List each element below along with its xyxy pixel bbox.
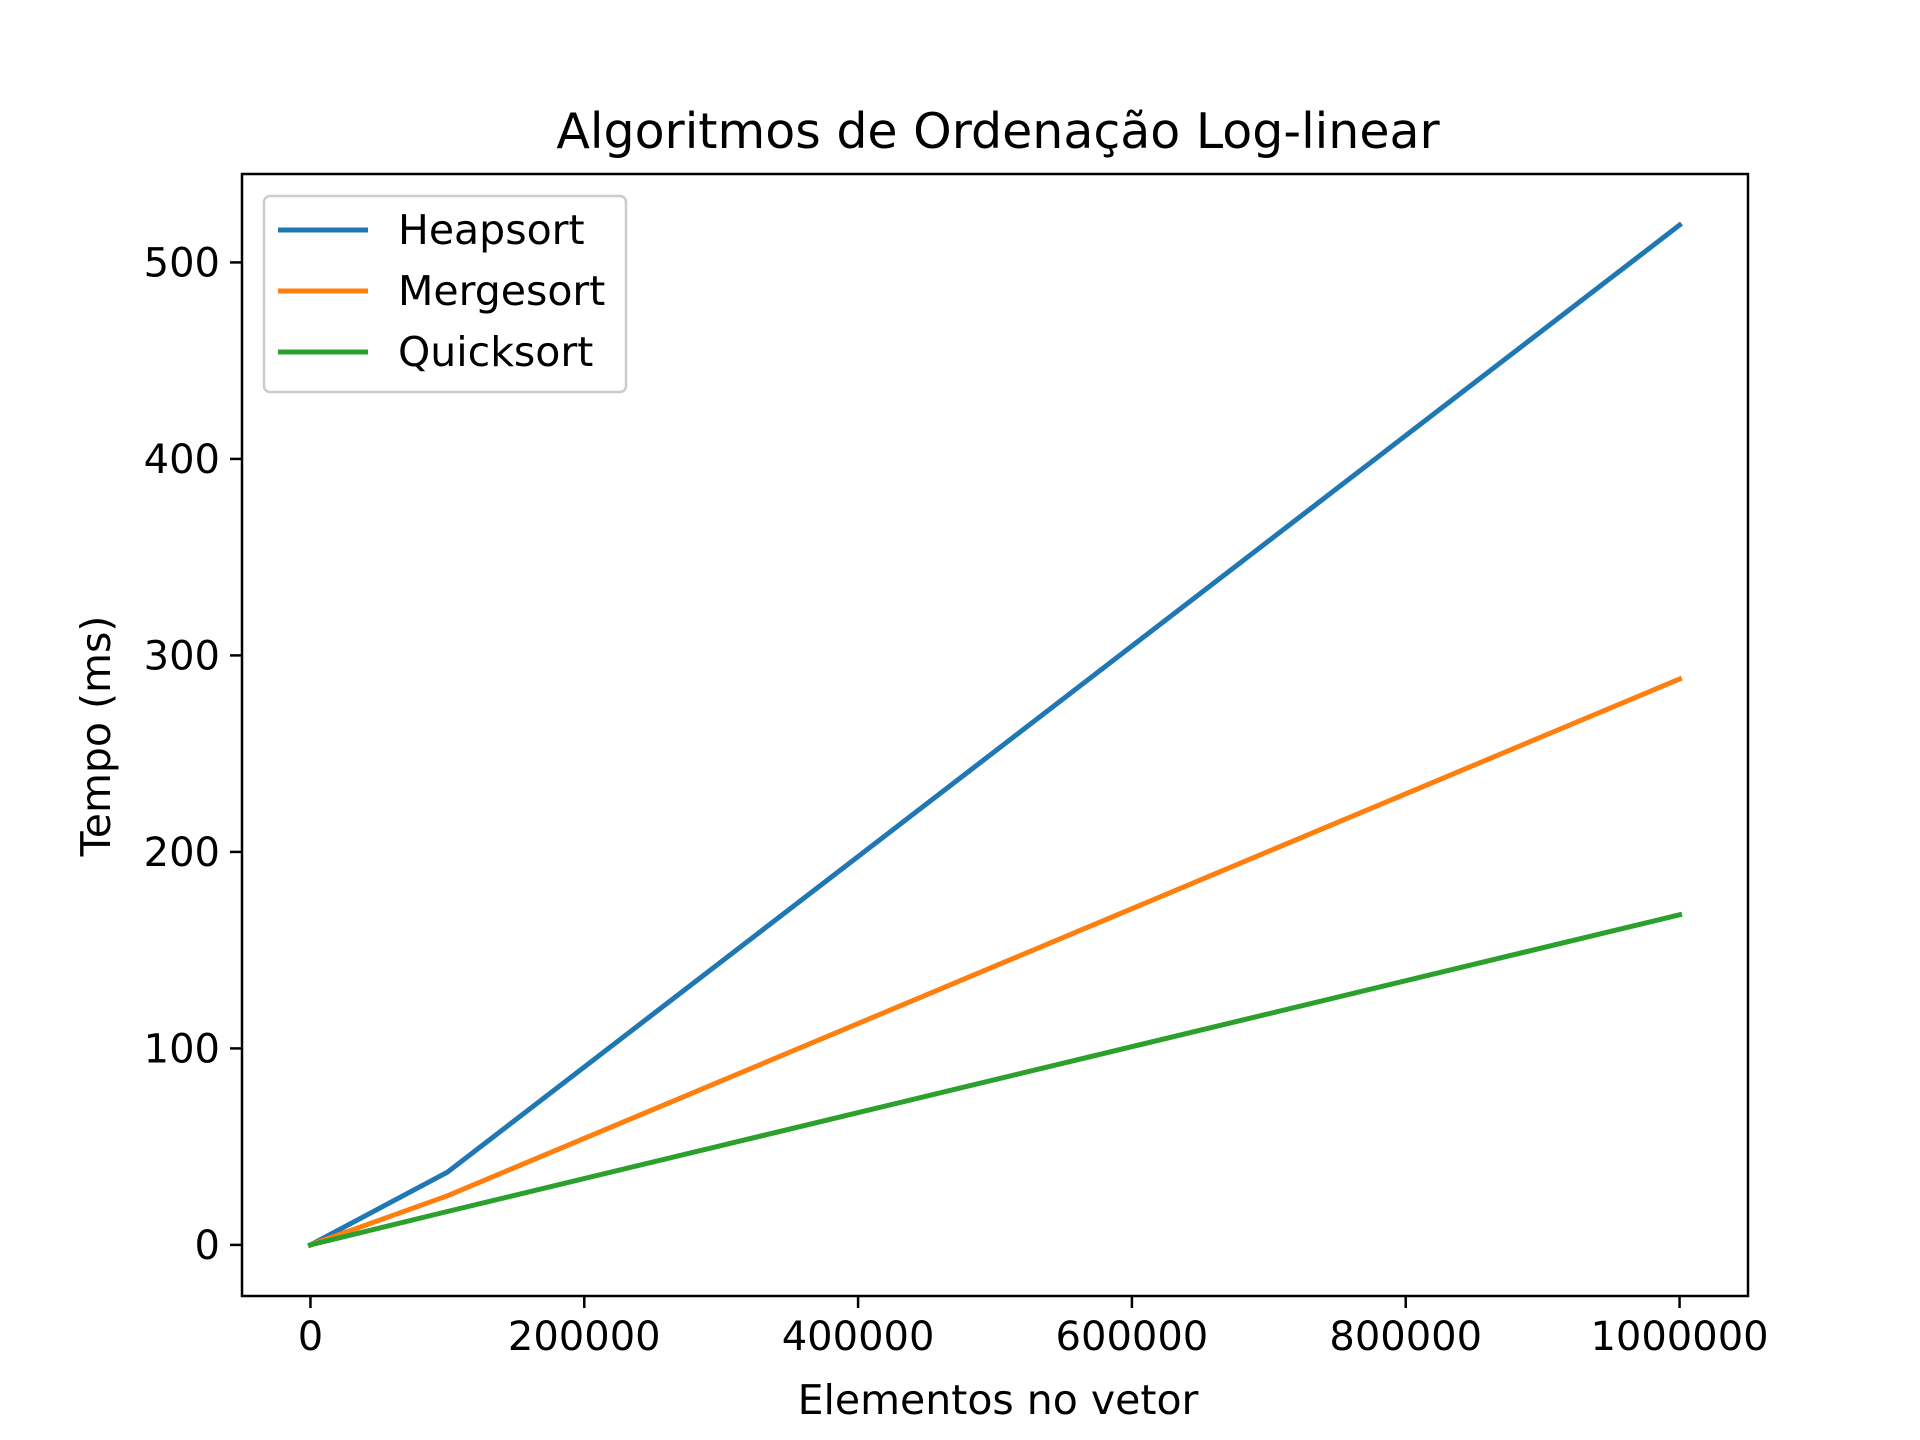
- y-axis-label: Tempo (ms): [72, 616, 120, 858]
- legend-label-mergesort: Mergesort: [398, 267, 605, 315]
- x-axis-label: Elementos no vetor: [798, 1376, 1199, 1424]
- x-tick-label: 1000000: [1590, 1314, 1768, 1360]
- x-axis: 0 200000 400000 600000 800000 1000000: [298, 1296, 1769, 1360]
- series-line-quicksort: [307, 911, 1683, 1248]
- y-tick-label: 300: [144, 633, 220, 679]
- x-tick-label: 600000: [1056, 1314, 1209, 1360]
- legend-box: [262, 194, 628, 394]
- y-axis: 0 100 200 300 400 500: [144, 240, 242, 1269]
- series-line-heapsort: [307, 221, 1684, 1249]
- series-line-mergesort: [307, 675, 1683, 1249]
- x-tick-label: 400000: [782, 1314, 935, 1360]
- y-tick-label: 0: [195, 1223, 220, 1269]
- plot-area: [307, 221, 1684, 1249]
- y-tick-label: 100: [144, 1026, 220, 1072]
- legend: Heapsort Mergesort Quicksort: [262, 194, 628, 394]
- plot-frame: [240, 172, 1750, 1298]
- legend-label-heapsort: Heapsort: [398, 206, 585, 254]
- x-tick-label: 200000: [508, 1314, 661, 1360]
- y-tick-label: 400: [144, 437, 220, 483]
- y-tick-label: 500: [144, 240, 220, 286]
- chart-title: Algoritmos de Ordenação Log-linear: [556, 103, 1440, 160]
- x-tick-label: 800000: [1329, 1314, 1482, 1360]
- legend-label-quicksort: Quicksort: [398, 328, 593, 376]
- y-tick-label: 200: [144, 830, 220, 876]
- x-tick-label: 0: [298, 1314, 323, 1360]
